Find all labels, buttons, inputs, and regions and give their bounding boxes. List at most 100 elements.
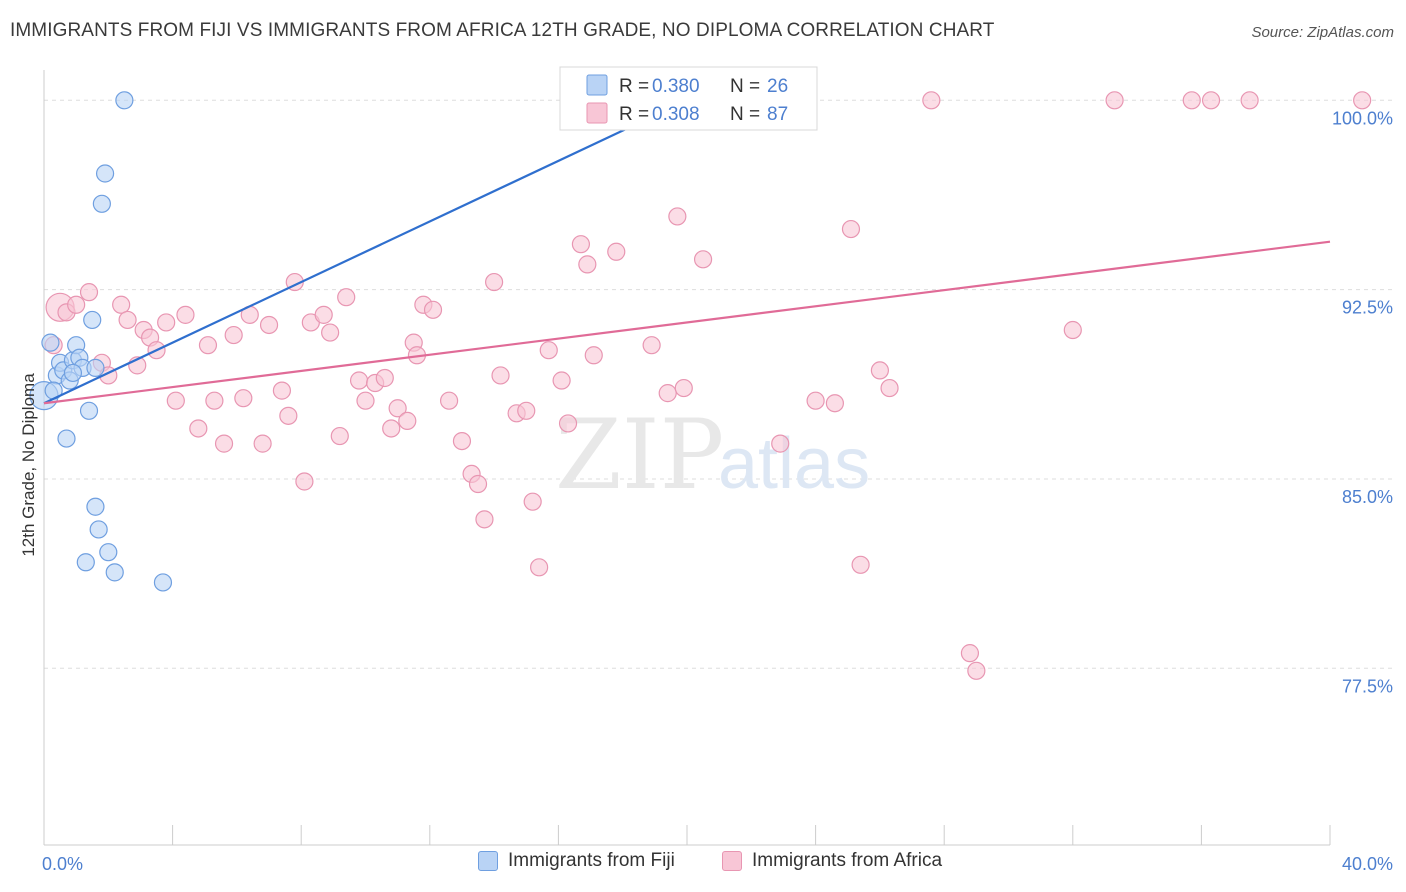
fiji-trend-line [43,99,688,405]
y-tick-label-1: 92.5% [1342,298,1393,318]
africa-point-4 [79,283,99,302]
africa-point-64 [642,336,661,355]
africa-point-24 [259,315,279,335]
correlation-legend: R = 0.380 N = 26 R = 0.308 N = 87 [559,66,818,131]
series-legend: Immigrants from Fiji Immigrants from Afr… [0,850,1406,880]
africa-point-37 [375,368,394,388]
africa-point-3 [67,295,86,314]
africa-point-28 [295,472,314,491]
legend-fiji-label: Immigrants from Fiji [508,850,675,871]
africa-point-75 [851,555,870,574]
africa-point-46 [452,431,472,451]
legend-item-fiji: Immigrants from Fiji [478,850,675,872]
fiji-point-14 [86,497,105,516]
legend-fiji-r-value: 0.380 [652,76,700,97]
fiji-point-5 [57,429,76,448]
africa-point-67 [674,378,693,398]
africa-point-80 [967,661,986,680]
fiji-point-12 [83,310,102,330]
africa-point-77 [880,378,899,398]
x-tick-label-0: 0.0% [42,854,83,874]
africa-point-54 [523,492,542,511]
y-tick-label-3: 77.5% [1342,676,1393,696]
africa-point-49 [475,510,494,529]
watermark-atlas: atlas [718,424,870,504]
legend-africa-n-value: 87 [767,104,788,125]
africa-point-83 [1182,91,1201,110]
trend-lines [43,99,1331,405]
africa-point-26 [279,406,298,425]
africa-point-78 [922,91,941,110]
legend-africa-n-label: N = [730,104,765,125]
africa-point-51 [491,366,510,385]
africa-point-45 [439,391,459,410]
legend-item-africa: Immigrants from Africa [722,850,942,872]
africa-point-7 [112,295,131,314]
africa-point-74 [841,219,861,239]
africa-point-76 [870,361,890,380]
fiji-point-15 [89,520,108,539]
legend-africa-r-value: 0.308 [652,104,700,125]
legend-fiji-n-label: N = [730,76,765,97]
africa-point-33 [337,288,356,307]
legend-fiji-r-label: R = [619,76,654,97]
tick-labels: 100.0% 92.5% 85.0% 77.5% 0.0% 40.0% [42,108,1393,874]
africa-point-73 [825,394,844,413]
africa-point-59 [571,235,591,254]
legend-africa-swatch [586,102,608,124]
legend-fiji-swatch [586,74,608,96]
africa-point-81 [1063,320,1082,340]
fiji-point-11 [79,401,99,420]
y-tick-label-0: 100.0% [1332,108,1393,128]
africa-point-61 [584,346,603,365]
fiji-point-13 [86,358,105,377]
africa-point-23 [253,434,272,453]
fiji-point-24 [63,363,83,383]
fiji-point-17 [95,164,115,183]
africa-point-86 [1353,91,1372,110]
africa-point-20 [224,325,243,345]
fiji-point-22 [153,573,173,592]
africa-point-72 [806,391,825,410]
africa-point-44 [423,300,443,319]
africa-point-58 [558,414,578,433]
fiji-point-16 [92,194,111,213]
africa-point-57 [552,371,571,390]
fiji-points [29,91,645,592]
africa-point-21 [234,389,253,408]
africa-points [44,91,1372,680]
africa-point-38 [382,419,401,438]
africa-point-35 [356,391,375,410]
africa-point-15 [176,305,195,324]
africa-trend-line [43,240,1331,405]
legend-africa-label: Immigrants from Africa [752,850,943,871]
zipatlas-watermark: ZIP atlas [555,399,870,511]
africa-point-55 [530,558,549,577]
africa-point-82 [1105,91,1124,110]
africa-point-30 [314,305,333,324]
africa-point-70 [771,434,790,453]
africa-point-39 [388,399,407,418]
x-tick-label-1: 40.0% [1342,854,1393,874]
africa-point-84 [1201,91,1221,110]
africa-point-79 [960,644,980,663]
legend-fiji-color-swatch [478,851,498,871]
africa-point-31 [321,323,340,342]
africa-point-65 [658,384,677,403]
grid-layer [44,99,1395,669]
africa-point-53 [517,401,536,420]
y-axis-label: 12th Grade, No Diploma [19,373,38,557]
africa-point-17 [198,336,218,355]
y-tick-label-2: 85.0% [1342,487,1393,507]
africa-point-34 [349,371,369,390]
legend-africa-color-swatch [722,851,742,871]
africa-point-8 [118,310,137,330]
chart-title: IMMIGRANTS FROM FIJI VS IMMIGRANTS FROM … [10,20,995,41]
africa-point-16 [189,419,208,438]
africa-point-50 [485,272,504,292]
africa-point-60 [578,255,597,274]
africa-point-85 [1240,91,1259,110]
africa-point-40 [398,411,417,430]
africa-point-25 [272,381,292,400]
